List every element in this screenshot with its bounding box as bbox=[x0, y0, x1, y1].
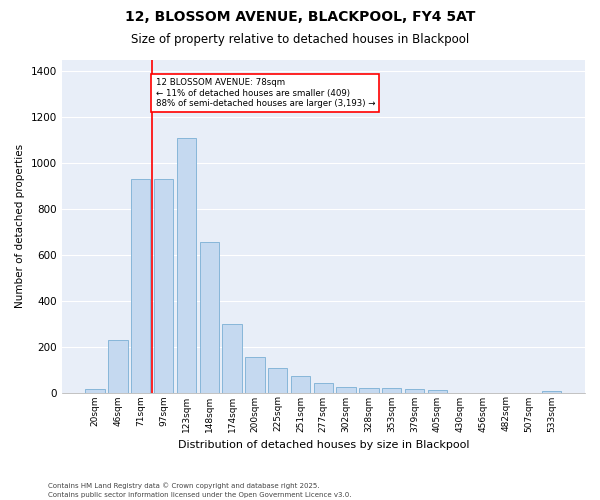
Bar bbox=[85, 389, 105, 392]
Text: Size of property relative to detached houses in Blackpool: Size of property relative to detached ho… bbox=[131, 32, 469, 46]
Text: 12, BLOSSOM AVENUE, BLACKPOOL, FY4 5AT: 12, BLOSSOM AVENUE, BLACKPOOL, FY4 5AT bbox=[125, 10, 475, 24]
Bar bbox=[108, 340, 128, 392]
Bar bbox=[177, 138, 196, 392]
X-axis label: Distribution of detached houses by size in Blackpool: Distribution of detached houses by size … bbox=[178, 440, 469, 450]
Bar bbox=[337, 387, 356, 392]
Text: 12 BLOSSOM AVENUE: 78sqm
← 11% of detached houses are smaller (409)
88% of semi-: 12 BLOSSOM AVENUE: 78sqm ← 11% of detach… bbox=[155, 78, 375, 108]
Bar bbox=[200, 242, 219, 392]
Bar bbox=[405, 389, 424, 392]
Text: Contains HM Land Registry data © Crown copyright and database right 2025.: Contains HM Land Registry data © Crown c… bbox=[48, 482, 320, 489]
Bar bbox=[291, 376, 310, 392]
Bar bbox=[382, 388, 401, 392]
Bar bbox=[359, 388, 379, 392]
Bar bbox=[245, 357, 265, 392]
Bar bbox=[268, 368, 287, 392]
Bar bbox=[154, 179, 173, 392]
Bar bbox=[542, 391, 561, 392]
Bar bbox=[428, 390, 447, 392]
Y-axis label: Number of detached properties: Number of detached properties bbox=[15, 144, 25, 308]
Bar bbox=[314, 384, 333, 392]
Text: Contains public sector information licensed under the Open Government Licence v3: Contains public sector information licen… bbox=[48, 492, 352, 498]
Bar bbox=[223, 324, 242, 392]
Bar bbox=[131, 179, 151, 392]
